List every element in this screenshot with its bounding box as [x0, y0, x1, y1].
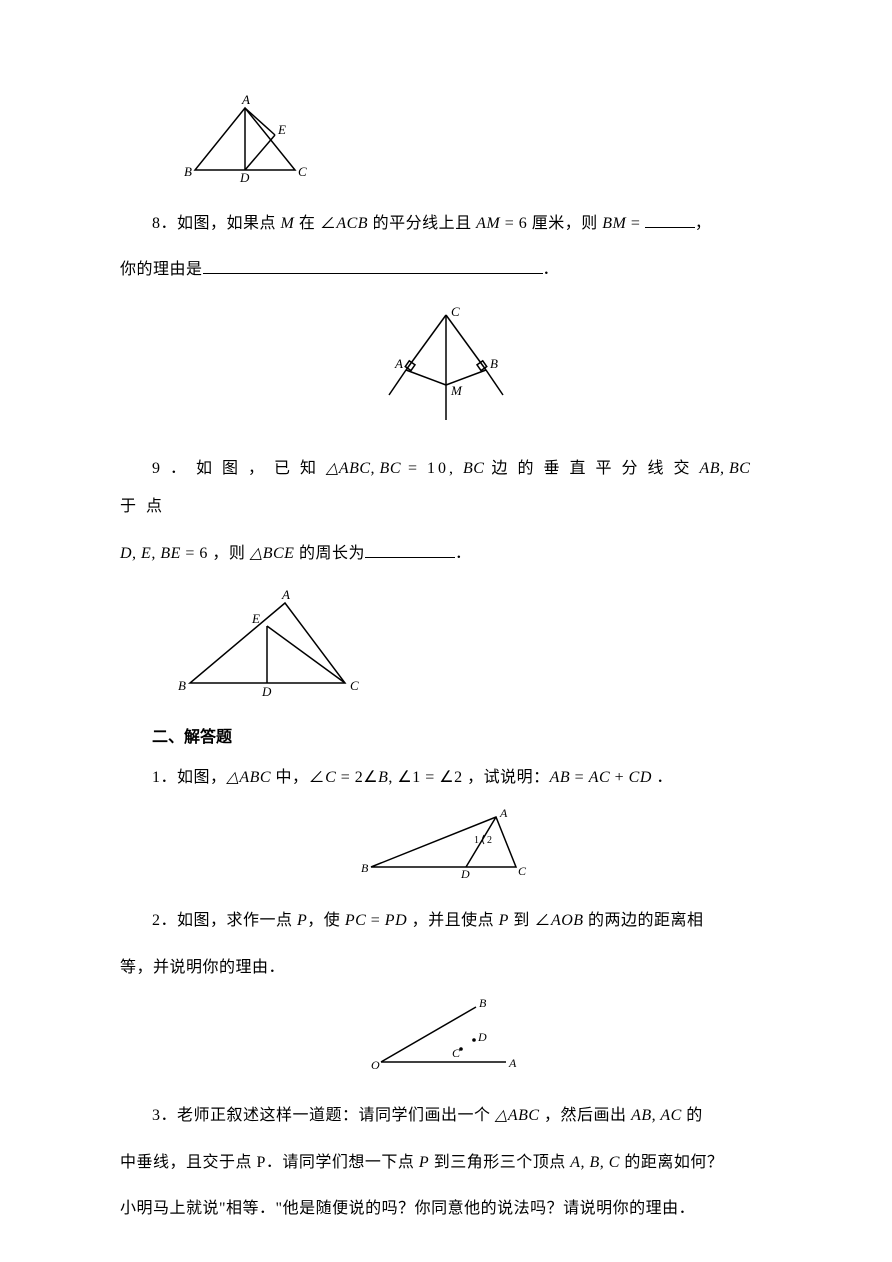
question-8: 8．如图，如果点 M 在 ∠ACB 的平分线上且 AM = 6 厘米，则 BM …: [120, 205, 772, 243]
label-B: B: [184, 164, 192, 179]
label-D: D: [261, 684, 272, 699]
label-O: O: [371, 1058, 380, 1072]
question-9-line2: D, E, BE = 6 ，则 △BCE 的周长为．: [120, 535, 772, 573]
question-9: 9 ． 如 图 ， 已 知 △ABC, BC = 10, BC 边 的 垂 直 …: [120, 450, 772, 527]
answer-q3-line2: 中垂线，且交于点 P．请同学们想一下点 P 到三角形三个顶点 A, B, C 的…: [120, 1144, 772, 1182]
figure-a1: A B C D 1 2: [120, 807, 772, 882]
label-A: A: [241, 92, 250, 107]
label-D: D: [477, 1030, 487, 1044]
blank-q8-2: [203, 273, 543, 274]
label-B: B: [479, 997, 487, 1010]
label-M: M: [450, 383, 463, 398]
label-E: E: [277, 122, 286, 137]
answer-q1: 1．如图，△ABC 中，∠C = 2∠B, ∠1 = ∠2 ，试说明：AB = …: [120, 759, 772, 797]
answer-q2-line2: 等，并说明你的理由．: [120, 949, 772, 987]
label-1: 1: [474, 835, 479, 846]
label-E: E: [251, 611, 260, 626]
label-C: C: [451, 304, 460, 319]
blank-q9: [365, 557, 455, 558]
label-A: A: [508, 1056, 517, 1070]
answer-q3: 3．老师正叙述这样一道题：请同学们画出一个 △ABC ，然后画出 AB, AC …: [120, 1097, 772, 1135]
label-A: A: [394, 356, 403, 371]
section-2-title: 二、解答题: [120, 723, 772, 747]
figure-a2: O A B C D: [120, 997, 772, 1077]
label-2: 2: [487, 835, 492, 846]
label-D: D: [460, 867, 470, 881]
label-C: C: [298, 164, 307, 179]
label-A: A: [499, 807, 508, 820]
figure-q7: A B C D E: [170, 90, 772, 185]
figure-q9: A B C D E: [170, 583, 772, 703]
answer-q2: 2．如图，求作一点 P，使 PC = PD ，并且使点 P 到 ∠AOB 的两边…: [120, 902, 772, 940]
label-B: B: [178, 678, 186, 693]
label-B: B: [490, 356, 498, 371]
blank-q8-1: [645, 227, 695, 228]
label-D: D: [239, 170, 250, 185]
label-C: C: [452, 1046, 461, 1060]
label-B: B: [361, 861, 369, 875]
label-A: A: [281, 587, 290, 602]
label-C: C: [518, 864, 527, 878]
figure-q8: C A B M: [120, 300, 772, 430]
label-C: C: [350, 678, 359, 693]
answer-q3-line3: 小明马上就说"相等．"他是随便说的吗？你同意他的说法吗？请说明你的理由．: [120, 1190, 772, 1228]
question-8-line2: 你的理由是．: [120, 251, 772, 289]
